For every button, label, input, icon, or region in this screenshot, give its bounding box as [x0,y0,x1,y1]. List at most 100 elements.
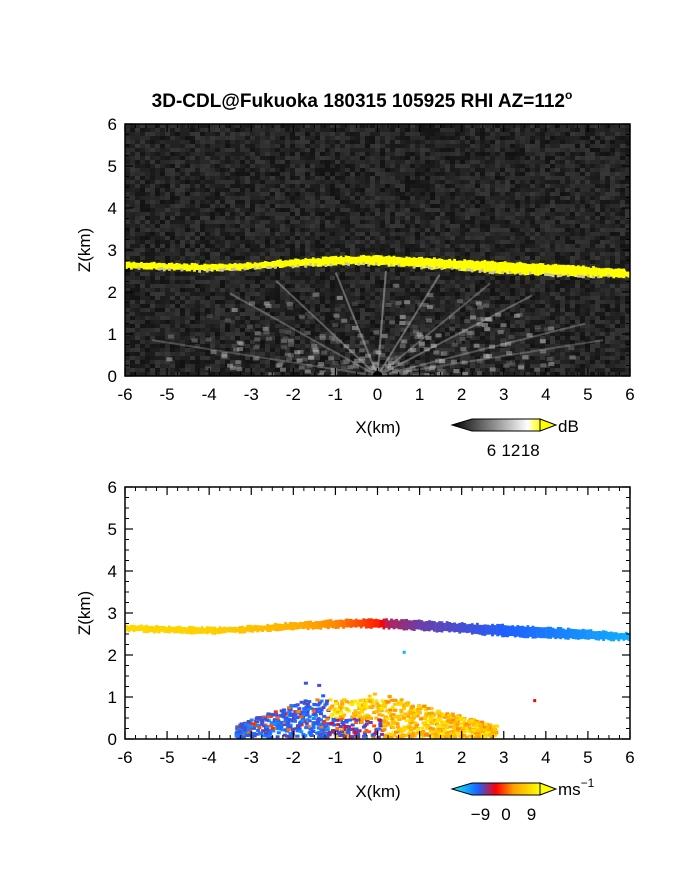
noise-cell [155,256,160,260]
noise-cell [125,180,130,184]
noise-cell [550,280,555,284]
noise-cell [410,248,415,252]
noise-cell [285,124,290,128]
noise-cell [495,316,500,320]
noise-cell [140,296,145,300]
noise-cell [195,196,200,200]
noise-cell [345,252,350,256]
noise-cell [615,144,620,148]
noise-cell [330,224,335,228]
noise-cell [270,276,275,280]
noise-cell [530,316,535,320]
noise-cell [160,224,165,228]
noise-cell [420,156,425,160]
noise-cell [325,192,330,196]
noise-cell [340,164,345,168]
noise-cell [320,204,325,208]
noise-cell [455,176,460,180]
noise-cell [210,320,215,324]
noise-cell [210,124,215,128]
noise-cell [300,228,305,232]
noise-cell [330,172,335,176]
noise-cell [475,184,480,188]
noise-cell [485,152,490,156]
noise-cell [295,240,300,244]
noise-cell [170,176,175,180]
noise-cell [165,248,170,252]
noise-cell [615,184,620,188]
noise-cell [325,124,330,128]
noise-cell [390,228,395,232]
noise-cell [490,208,495,212]
noise-cell [315,204,320,208]
noise-cell [235,240,240,244]
noise-cell [615,208,620,212]
noise-cell [430,124,435,128]
noise-cell [175,280,180,284]
noise-cell [490,140,495,144]
noise-cell [500,192,505,196]
noise-cell [600,308,605,312]
noise-cell [505,276,510,280]
noise-cell [490,224,495,228]
noise-cell [560,244,565,248]
noise-cell [580,260,585,264]
noise-cell [515,236,520,240]
noise-cell [625,224,630,228]
noise-cell [195,284,200,288]
noise-cell [615,316,620,320]
noise-cell [580,296,585,300]
noise-cell [535,176,540,180]
noise-cell [375,156,380,160]
noise-cell [260,236,265,240]
noise-cell [235,196,240,200]
noise-cell [245,180,250,184]
noise-cell [535,128,540,132]
noise-cell [560,236,565,240]
noise-cell [230,132,235,136]
noise-cell [165,196,170,200]
noise-cell [350,204,355,208]
noise-cell [520,304,525,308]
noise-cell [170,272,175,276]
noise-cell [210,276,215,280]
noise-cell [250,200,255,204]
noise-cell [200,304,205,308]
noise-cell [545,208,550,212]
noise-cell [170,212,175,216]
noise-cell [550,188,555,192]
noise-cell [615,300,620,304]
noise-cell [220,260,225,264]
noise-cell [430,272,435,276]
noise-cell [315,160,320,164]
noise-cell [385,296,390,300]
noise-cell [220,172,225,176]
noise-cell [275,180,280,184]
noise-cell [450,136,455,140]
noise-cell [330,240,335,244]
noise-cell [270,204,275,208]
noise-cell [125,176,130,180]
noise-cell [395,156,400,160]
noise-cell [570,220,575,224]
noise-cell [305,312,310,316]
noise-cell [210,228,215,232]
noise-cell [370,316,375,320]
noise-cell [325,212,330,216]
noise-cell [310,248,315,252]
noise-cell [140,160,145,164]
noise-cell [450,188,455,192]
noise-cell [285,228,290,232]
noise-cell [175,292,180,296]
noise-cell [140,244,145,248]
noise-cell [165,304,170,308]
noise-cell [205,304,210,308]
noise-cell [290,228,295,232]
noise-cell [140,224,145,228]
noise-cell [230,164,235,168]
noise-cell [285,200,290,204]
noise-cell [265,152,270,156]
noise-cell [620,228,625,232]
noise-cell [575,132,580,136]
noise-cell [380,232,385,236]
